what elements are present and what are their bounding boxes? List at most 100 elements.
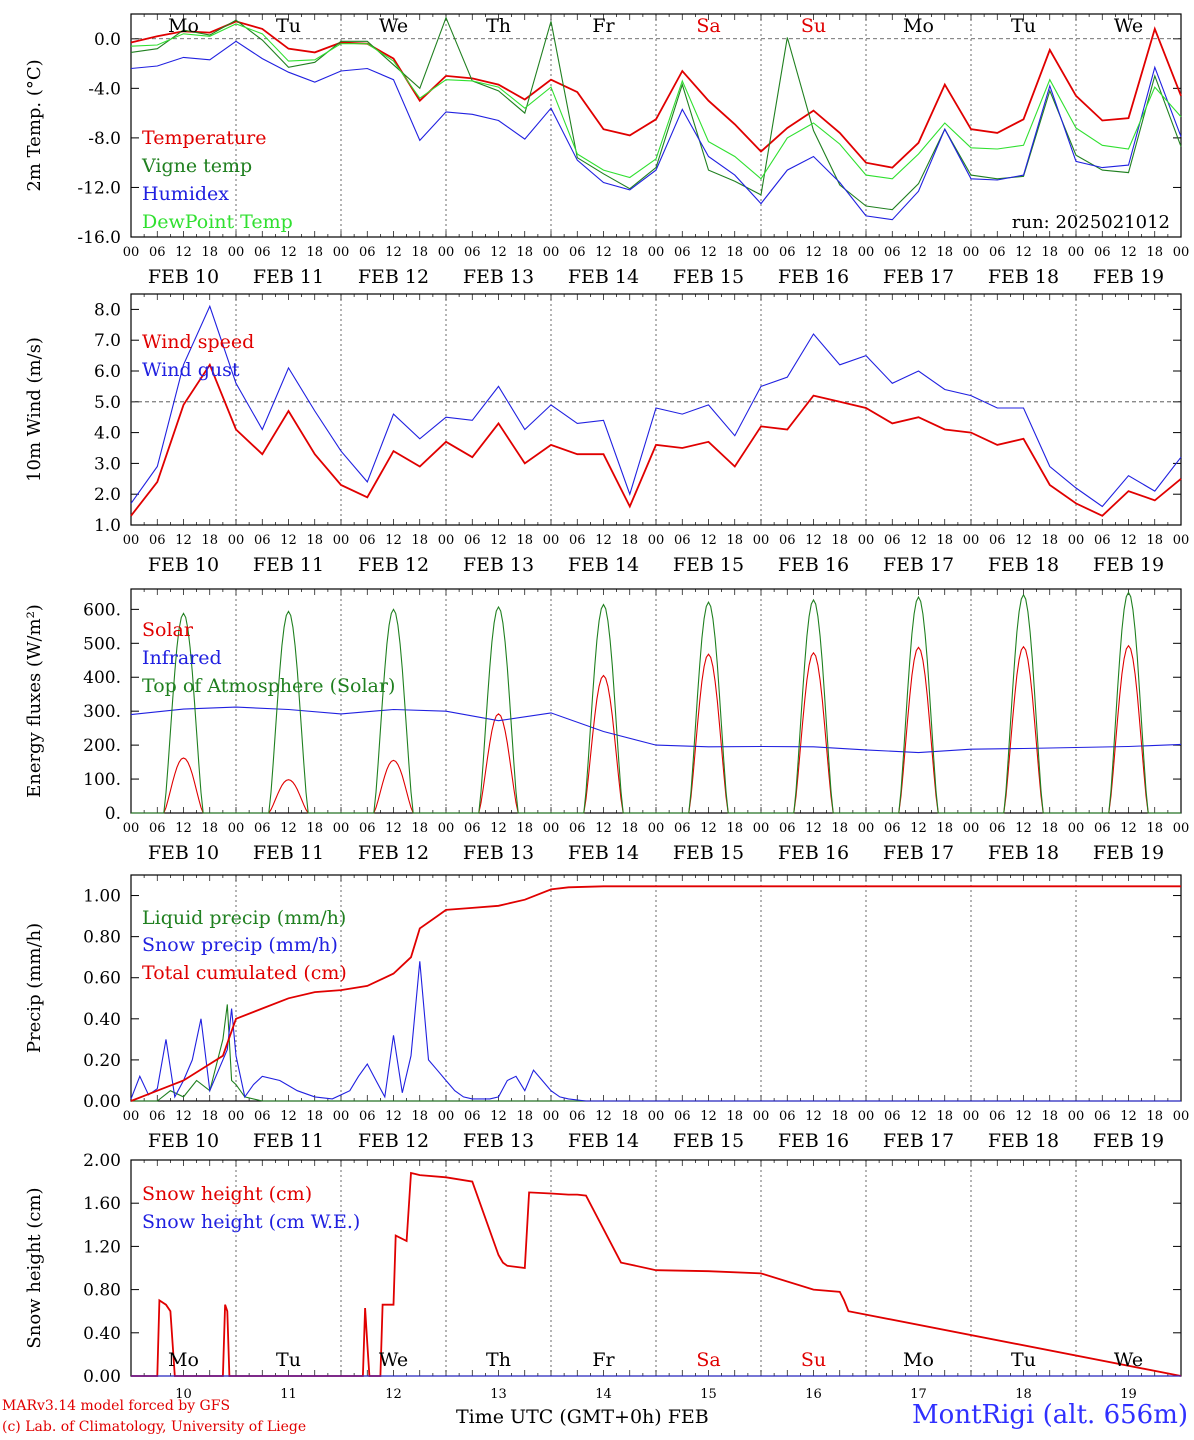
hour-label: 12 [385, 821, 402, 836]
hour-label: 18 [726, 245, 743, 260]
hour-label: 06 [674, 1109, 691, 1124]
panel-1 [130, 13, 1182, 238]
hour-label: 18 [411, 533, 428, 548]
date-label: FEB 15 [673, 554, 744, 576]
hour-label: 18 [1041, 533, 1058, 548]
legend-entry: Wind gust [142, 359, 240, 381]
date-label: FEB 17 [883, 554, 954, 576]
day-number-label: 14 [595, 1387, 612, 1402]
model-credit: MARv3.14 model forced by GFS [2, 1398, 231, 1414]
hour-label: 12 [175, 245, 192, 260]
weekday-label: Tu [1011, 1349, 1036, 1371]
y-tick-label: 400. [83, 668, 121, 688]
hour-label: 00 [963, 245, 980, 260]
day-number-label: 12 [385, 1387, 402, 1402]
y-axis-label: Snow height (cm) [24, 1187, 45, 1348]
hour-label: 18 [516, 821, 533, 836]
hour-label: 06 [149, 533, 166, 548]
hour-label: 18 [201, 533, 218, 548]
hour-label: 06 [149, 1109, 166, 1124]
date-label: FEB 13 [463, 1130, 534, 1152]
y-tick-label: 300. [83, 702, 121, 722]
y-tick-label: 600. [83, 600, 121, 620]
date-label: FEB 17 [883, 842, 954, 864]
hour-label: 00 [228, 533, 245, 548]
hour-label: 12 [595, 245, 612, 260]
weekday-label: Th [486, 1349, 511, 1371]
hour-label: 12 [700, 821, 717, 836]
hour-label: 06 [569, 821, 586, 836]
legend-entry: Total cumulated (cm) [142, 962, 347, 984]
legend-entry: Humidex [142, 183, 229, 205]
hour-label: 06 [359, 245, 376, 260]
lab-credit: (c) Lab. of Climatology, University of L… [2, 1419, 307, 1435]
y-tick-label: 0.0 [94, 30, 121, 50]
hour-label: 00 [543, 245, 560, 260]
date-label: FEB 14 [568, 842, 639, 864]
hour-label: 06 [779, 821, 796, 836]
weekday-label: Fr [592, 15, 615, 37]
weekday-label: We [379, 15, 408, 37]
hour-label: 06 [674, 245, 691, 260]
y-tick-label: 2.0 [94, 485, 121, 505]
y-tick-label: 6.0 [94, 362, 121, 382]
date-label: FEB 16 [778, 842, 849, 864]
day-number-label: 10 [175, 1387, 192, 1402]
hour-label: 12 [700, 533, 717, 548]
date-label: FEB 14 [568, 1130, 639, 1152]
hour-label: 18 [1146, 1109, 1163, 1124]
hour-label: 06 [1094, 245, 1111, 260]
hour-label: 12 [805, 821, 822, 836]
hour-label: 06 [569, 533, 586, 548]
date-label: FEB 12 [358, 842, 429, 864]
hour-label: 18 [201, 821, 218, 836]
hour-label: 12 [1120, 533, 1137, 548]
weekday-label: Mo [168, 1349, 199, 1371]
weekday-label: We [379, 1349, 408, 1371]
hour-label: 06 [464, 821, 481, 836]
y-tick-label: 1.20 [83, 1237, 121, 1257]
hour-label: 18 [306, 245, 323, 260]
day-number-label: 13 [490, 1387, 507, 1402]
y-tick-label: 5.0 [94, 393, 121, 413]
hour-label: 18 [726, 821, 743, 836]
hour-label: 06 [254, 533, 271, 548]
hour-label: 18 [1041, 821, 1058, 836]
legend-entry: Wind speed [142, 331, 254, 353]
legend-entry: Liquid precip (mm/h) [142, 907, 346, 929]
hour-label: 12 [910, 1109, 927, 1124]
hour-label: 00 [648, 533, 665, 548]
legend-entry: DewPoint Temp [142, 211, 293, 233]
hour-label: 00 [123, 1109, 140, 1124]
hour-label: 06 [989, 245, 1006, 260]
hour-label: 12 [280, 245, 297, 260]
hour-label: 06 [674, 533, 691, 548]
hour-label: 00 [1173, 1109, 1190, 1124]
hour-label: 00 [228, 1109, 245, 1124]
hour-label: 00 [438, 533, 455, 548]
hour-label: 18 [306, 533, 323, 548]
weekday-label: Mo [903, 15, 934, 37]
legend-entry: Vigne temp [141, 155, 252, 177]
hour-label: 06 [464, 1109, 481, 1124]
hour-label: 00 [1173, 533, 1190, 548]
hour-label: 12 [1015, 1109, 1032, 1124]
date-label: FEB 10 [148, 554, 219, 576]
x-axis-title-text: Time UTC (GMT+0h) [456, 1406, 662, 1428]
date-label: FEB 18 [988, 554, 1059, 576]
hour-label: 12 [595, 821, 612, 836]
hour-label: 00 [858, 245, 875, 260]
date-label: FEB 10 [148, 842, 219, 864]
weekday-label: Th [486, 15, 511, 37]
hour-label: 18 [1041, 245, 1058, 260]
hour-label: 06 [149, 821, 166, 836]
hour-label: 18 [1146, 245, 1163, 260]
series-dewpoint-temp [130, 23, 1182, 180]
y-tick-label: 0.20 [83, 1051, 121, 1071]
weekday-label: Sa [696, 15, 720, 37]
hour-label: 06 [674, 821, 691, 836]
hour-label: 18 [516, 1109, 533, 1124]
date-label: FEB 15 [673, 842, 744, 864]
hour-label: 12 [595, 1109, 612, 1124]
hour-label: 00 [1068, 1109, 1085, 1124]
